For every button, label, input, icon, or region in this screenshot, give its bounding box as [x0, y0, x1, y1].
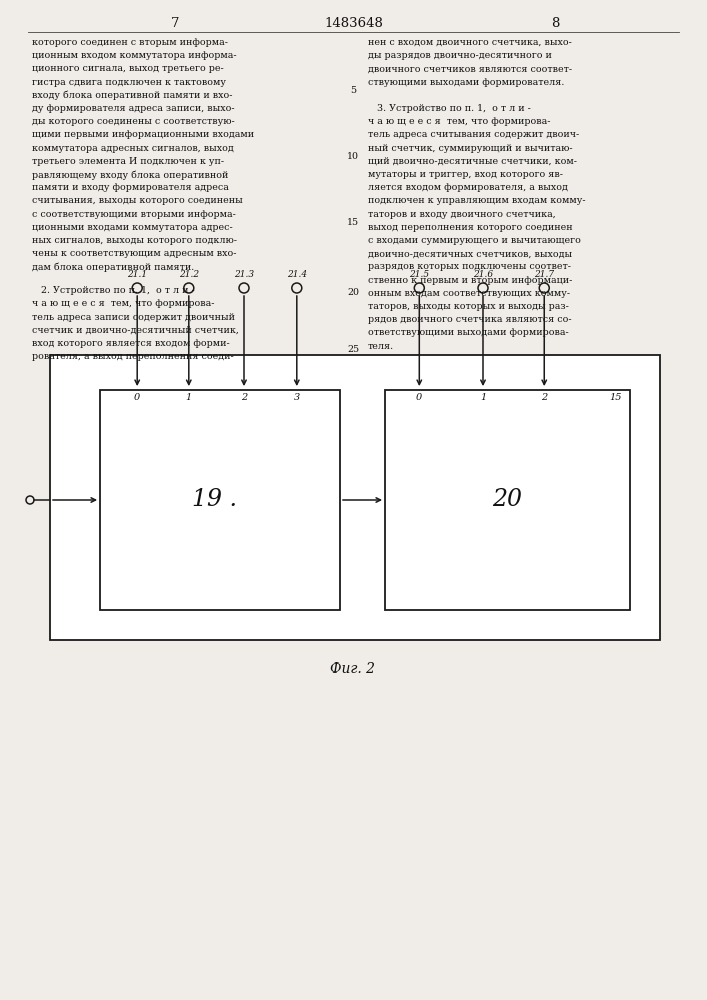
Bar [50, 355, 660, 640]
Text: 5: 5 [350, 86, 356, 95]
Text: ч а ю щ е е с я  тем, что формирова-: ч а ю щ е е с я тем, что формирова- [368, 117, 551, 126]
Text: с соответствующими вторыми информа-: с соответствующими вторыми информа- [32, 210, 236, 219]
Bar [385, 390, 630, 610]
Text: 3. Устройство по п. 1,  о т л и -: 3. Устройство по п. 1, о т л и - [368, 104, 531, 113]
Text: ственно к первым и вторым информаци-: ственно к первым и вторым информаци- [368, 276, 573, 285]
Text: с входами суммирующего и вычитающего: с входами суммирующего и вычитающего [368, 236, 581, 245]
Text: 2: 2 [541, 393, 547, 402]
Text: 2: 2 [241, 393, 247, 402]
Text: 21.3: 21.3 [234, 270, 254, 279]
Text: разрядов которых подключены соответ-: разрядов которых подключены соответ- [368, 262, 571, 271]
Text: равляющему входу блока оперативной: равляющему входу блока оперативной [32, 170, 228, 180]
Text: 10: 10 [347, 152, 359, 161]
Text: 1483648: 1483648 [324, 17, 383, 30]
Text: рядов двоичного счетчика являются со-: рядов двоичного счетчика являются со- [368, 315, 572, 324]
Text: рователя, а выход переполнения соеди-: рователя, а выход переполнения соеди- [32, 352, 234, 361]
Text: 19 .: 19 . [192, 488, 238, 512]
Text: 1: 1 [480, 393, 486, 402]
Text: ды разрядов двоично-десятичного и: ды разрядов двоично-десятичного и [368, 51, 552, 60]
Text: 15: 15 [609, 393, 622, 402]
Text: 2. Устройство по п. 1,  о т л и -: 2. Устройство по п. 1, о т л и - [32, 286, 194, 295]
Text: 1: 1 [186, 393, 192, 402]
Text: коммутатора адресных сигналов, выход: коммутатора адресных сигналов, выход [32, 144, 234, 153]
Text: 7: 7 [171, 17, 180, 30]
Bar [100, 390, 340, 610]
Text: ствующими выходами формирователя.: ствующими выходами формирователя. [368, 78, 564, 87]
Text: тель адреса записи содержит двоичный: тель адреса записи содержит двоичный [32, 313, 235, 322]
Text: 0: 0 [134, 393, 140, 402]
Text: вход которого является входом форми-: вход которого является входом форми- [32, 339, 230, 348]
Text: ду формирователя адреса записи, выхо-: ду формирователя адреса записи, выхо- [32, 104, 235, 113]
Text: 21.5: 21.5 [409, 270, 429, 279]
Text: ный счетчик, суммирующий и вычитаю-: ный счетчик, суммирующий и вычитаю- [368, 144, 573, 153]
Text: 21.6: 21.6 [473, 270, 493, 279]
Text: двоичного счетчиков являются соответ-: двоичного счетчиков являются соответ- [368, 64, 572, 73]
Text: онным входам соответствующих комму-: онным входам соответствующих комму- [368, 289, 570, 298]
Text: таторов, выходы которых и выходы раз-: таторов, выходы которых и выходы раз- [368, 302, 569, 311]
Text: третьего элемента И подключен к уп-: третьего элемента И подключен к уп- [32, 157, 224, 166]
Text: ды которого соединены с соответствую-: ды которого соединены с соответствую- [32, 117, 235, 126]
Text: считывания, выходы которого соединены: считывания, выходы которого соединены [32, 196, 243, 205]
Text: 8: 8 [551, 17, 559, 30]
Text: которого соединен с вторым информа-: которого соединен с вторым информа- [32, 38, 228, 47]
Text: входу блока оперативной памяти и вхо-: входу блока оперативной памяти и вхо- [32, 91, 233, 100]
Text: чены к соответствующим адресным вхо-: чены к соответствующим адресным вхо- [32, 249, 237, 258]
Text: 15: 15 [347, 218, 359, 227]
Text: дам блока оперативной памяти.: дам блока оперативной памяти. [32, 262, 194, 272]
Text: гистра сдвига подключен к тактовому: гистра сдвига подключен к тактовому [32, 78, 226, 87]
Text: теля.: теля. [368, 342, 394, 351]
Text: подключен к управляющим входам комму-: подключен к управляющим входам комму- [368, 196, 585, 205]
Text: 25: 25 [347, 345, 359, 354]
Text: щий двоично-десятичные счетчики, ком-: щий двоично-десятичные счетчики, ком- [368, 157, 577, 166]
Text: ционным входом коммутатора информа-: ционным входом коммутатора информа- [32, 51, 237, 60]
Text: 0: 0 [416, 393, 422, 402]
Text: 21.7: 21.7 [534, 270, 554, 279]
Text: 21.4: 21.4 [287, 270, 307, 279]
Text: памяти и входу формирователя адреса: памяти и входу формирователя адреса [32, 183, 229, 192]
Text: ч а ю щ е е с я  тем, что формирова-: ч а ю щ е е с я тем, что формирова- [32, 299, 214, 308]
Text: ных сигналов, выходы которого подклю-: ных сигналов, выходы которого подклю- [32, 236, 237, 245]
Text: нен с входом двоичного счетчика, выхо-: нен с входом двоичного счетчика, выхо- [368, 38, 572, 47]
Text: 21.1: 21.1 [127, 270, 147, 279]
Text: Фиг. 2: Фиг. 2 [330, 662, 375, 676]
Text: 20: 20 [347, 288, 359, 297]
Text: ответствующими выходами формирова-: ответствующими выходами формирова- [368, 328, 568, 337]
Text: 20: 20 [493, 488, 522, 512]
Text: 3: 3 [293, 393, 300, 402]
Text: 21.2: 21.2 [179, 270, 199, 279]
Text: мутаторы и триггер, вход которого яв-: мутаторы и триггер, вход которого яв- [368, 170, 563, 179]
Text: счетчик и двоично-десятичный счетчик,: счетчик и двоично-десятичный счетчик, [32, 326, 239, 335]
Text: двоично-десятичных счетчиков, выходы: двоично-десятичных счетчиков, выходы [368, 249, 572, 258]
Text: выход переполнения которого соединен: выход переполнения которого соединен [368, 223, 573, 232]
Text: ляется входом формирователя, а выход: ляется входом формирователя, а выход [368, 183, 568, 192]
Text: щими первыми информационными входами: щими первыми информационными входами [32, 130, 254, 139]
Text: ционными входами коммутатора адрес-: ционными входами коммутатора адрес- [32, 223, 233, 232]
Text: таторов и входу двоичного счетчика,: таторов и входу двоичного счетчика, [368, 210, 556, 219]
Text: ционного сигнала, выход третьего ре-: ционного сигнала, выход третьего ре- [32, 64, 223, 73]
Text: тель адреса считывания содержит двоич-: тель адреса считывания содержит двоич- [368, 130, 579, 139]
